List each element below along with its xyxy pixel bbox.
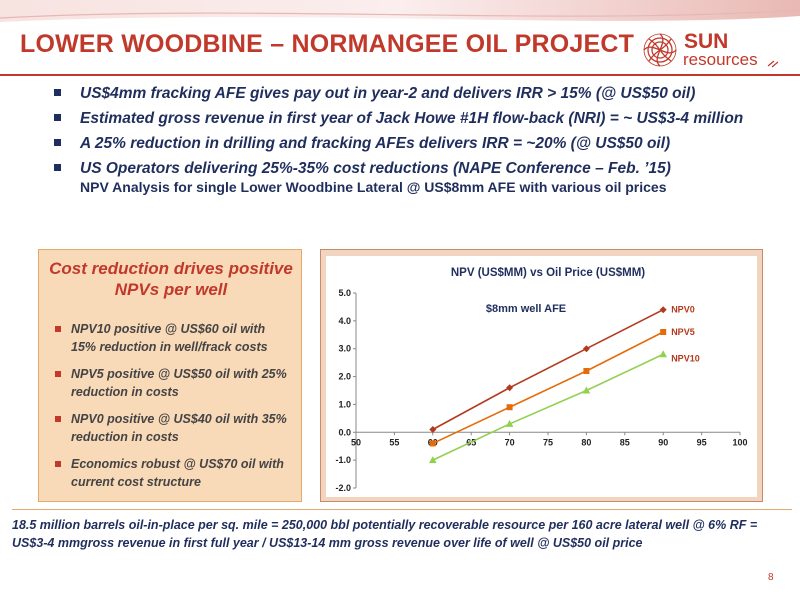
panel-list-item: NPV0 positive @ US$40 oil with 35% reduc…: [53, 410, 293, 446]
chart-background: [326, 256, 757, 497]
y-tick-label: 5.0: [338, 288, 351, 298]
data-point-npv5: [660, 329, 667, 335]
y-tick-label: 2.0: [338, 372, 351, 382]
x-tick-label: 55: [389, 437, 399, 447]
page-number: 8: [768, 572, 774, 583]
key-point-text: US Operators delivering 25%-35% cost red…: [80, 160, 671, 177]
x-tick-label: 80: [581, 437, 591, 447]
x-tick-label: 75: [543, 437, 553, 447]
panel-list-item: NPV5 positive @ US$50 oil with 25% reduc…: [53, 365, 293, 401]
panel-list: NPV10 positive @ US$60 oil with 15% redu…: [53, 320, 293, 500]
bullet-square-icon: [54, 114, 61, 121]
data-point-npv5: [429, 440, 436, 447]
footer-note: 18.5 million barrels oil-in-place per sq…: [12, 518, 758, 550]
data-point-npv5: [583, 368, 590, 374]
series-label-npv5: NPV5: [671, 327, 695, 337]
panel-heading: Cost reduction drives positive NPVs per …: [49, 259, 293, 299]
bullet-square-icon: [55, 371, 61, 377]
key-point: Estimated gross revenue in first year of…: [54, 109, 784, 128]
panel-list-item: Economics robust @ US$70 oil with curren…: [53, 455, 293, 491]
bullet-square-icon: [54, 139, 61, 146]
y-tick-label: 1.0: [338, 399, 351, 409]
data-point-npv0: [506, 384, 514, 392]
x-tick-label: 90: [658, 437, 668, 447]
panel-item-text: Economics robust @ US$70 oil with curren…: [71, 457, 284, 489]
key-point: US$4mm fracking AFE gives pay out in yea…: [54, 84, 784, 103]
data-point-npv0: [659, 306, 667, 314]
chart-title: NPV (US$MM) vs Oil Price (US$MM): [451, 267, 645, 279]
x-tick-label: 50: [351, 437, 361, 447]
bullet-square-icon: [54, 164, 61, 171]
y-tick-label: -1.0: [335, 455, 351, 465]
data-point-npv10: [582, 386, 591, 394]
data-point-npv10: [659, 350, 667, 358]
y-tick-label: 3.0: [338, 344, 351, 354]
series-line-npv10: [432, 353, 664, 461]
y-tick-label: 4.0: [338, 316, 351, 326]
key-point-text: Estimated gross revenue in first year of…: [80, 110, 744, 127]
title-divider: [0, 74, 800, 76]
x-tick-label: 85: [620, 437, 630, 447]
chart-annotation: $8mm well AFE: [486, 303, 566, 315]
series-line-npv0: [432, 309, 664, 431]
data-point-npv5: [506, 404, 513, 411]
data-point-npv0: [582, 345, 590, 353]
x-tick-label: 70: [505, 437, 515, 447]
series-label-npv10: NPV10: [671, 353, 700, 363]
x-tick-label: 100: [732, 437, 747, 447]
footer-divider: [12, 509, 792, 510]
series-line-npv5: [432, 331, 664, 445]
logo-sun-text: SUN: [684, 30, 729, 53]
series-label-npv0: NPV0: [671, 305, 695, 315]
key-point-text: A 25% reduction in drilling and fracking…: [80, 135, 671, 152]
key-point: US Operators delivering 25%-35% cost red…: [54, 159, 784, 197]
panel-item-text: NPV0 positive @ US$40 oil with 35% reduc…: [71, 412, 287, 444]
bullet-square-icon: [55, 461, 61, 467]
page-title: LOWER WOODBINE – NORMANGEE OIL PROJECT: [20, 30, 635, 58]
npv-chart: NPV (US$MM) vs Oil Price (US$MM) $8mm wel…: [335, 267, 747, 493]
panel-list-item: NPV10 positive @ US$60 oil with 15% redu…: [53, 320, 293, 356]
y-tick-label: -2.0: [335, 483, 351, 493]
header-swoosh: [0, 0, 800, 22]
logo-resources-text: resources: [683, 50, 758, 69]
data-point-npv0: [429, 426, 437, 433]
bullet-square-icon: [54, 89, 61, 96]
sun-resources-logo: [643, 33, 779, 68]
bullet-square-icon: [55, 326, 61, 332]
key-point: A 25% reduction in drilling and fracking…: [54, 134, 784, 153]
panel-item-text: NPV5 positive @ US$50 oil with 25% reduc…: [71, 367, 287, 399]
key-point-subtext: NPV Analysis for single Lower Woodbine L…: [80, 179, 667, 195]
panel-item-text: NPV10 positive @ US$60 oil with 15% redu…: [71, 322, 268, 354]
data-point-npv10: [429, 456, 437, 464]
data-point-npv10: [505, 419, 514, 427]
key-points-list: US$4mm fracking AFE gives pay out in yea…: [54, 84, 784, 203]
bullet-square-icon: [55, 416, 61, 422]
x-tick-label: 95: [697, 437, 707, 447]
y-tick-label: 0.0: [338, 427, 351, 437]
key-point-text: US$4mm fracking AFE gives pay out in yea…: [80, 85, 696, 102]
cost-reduction-panel: Cost reduction drives positive NPVs per …: [38, 249, 302, 502]
